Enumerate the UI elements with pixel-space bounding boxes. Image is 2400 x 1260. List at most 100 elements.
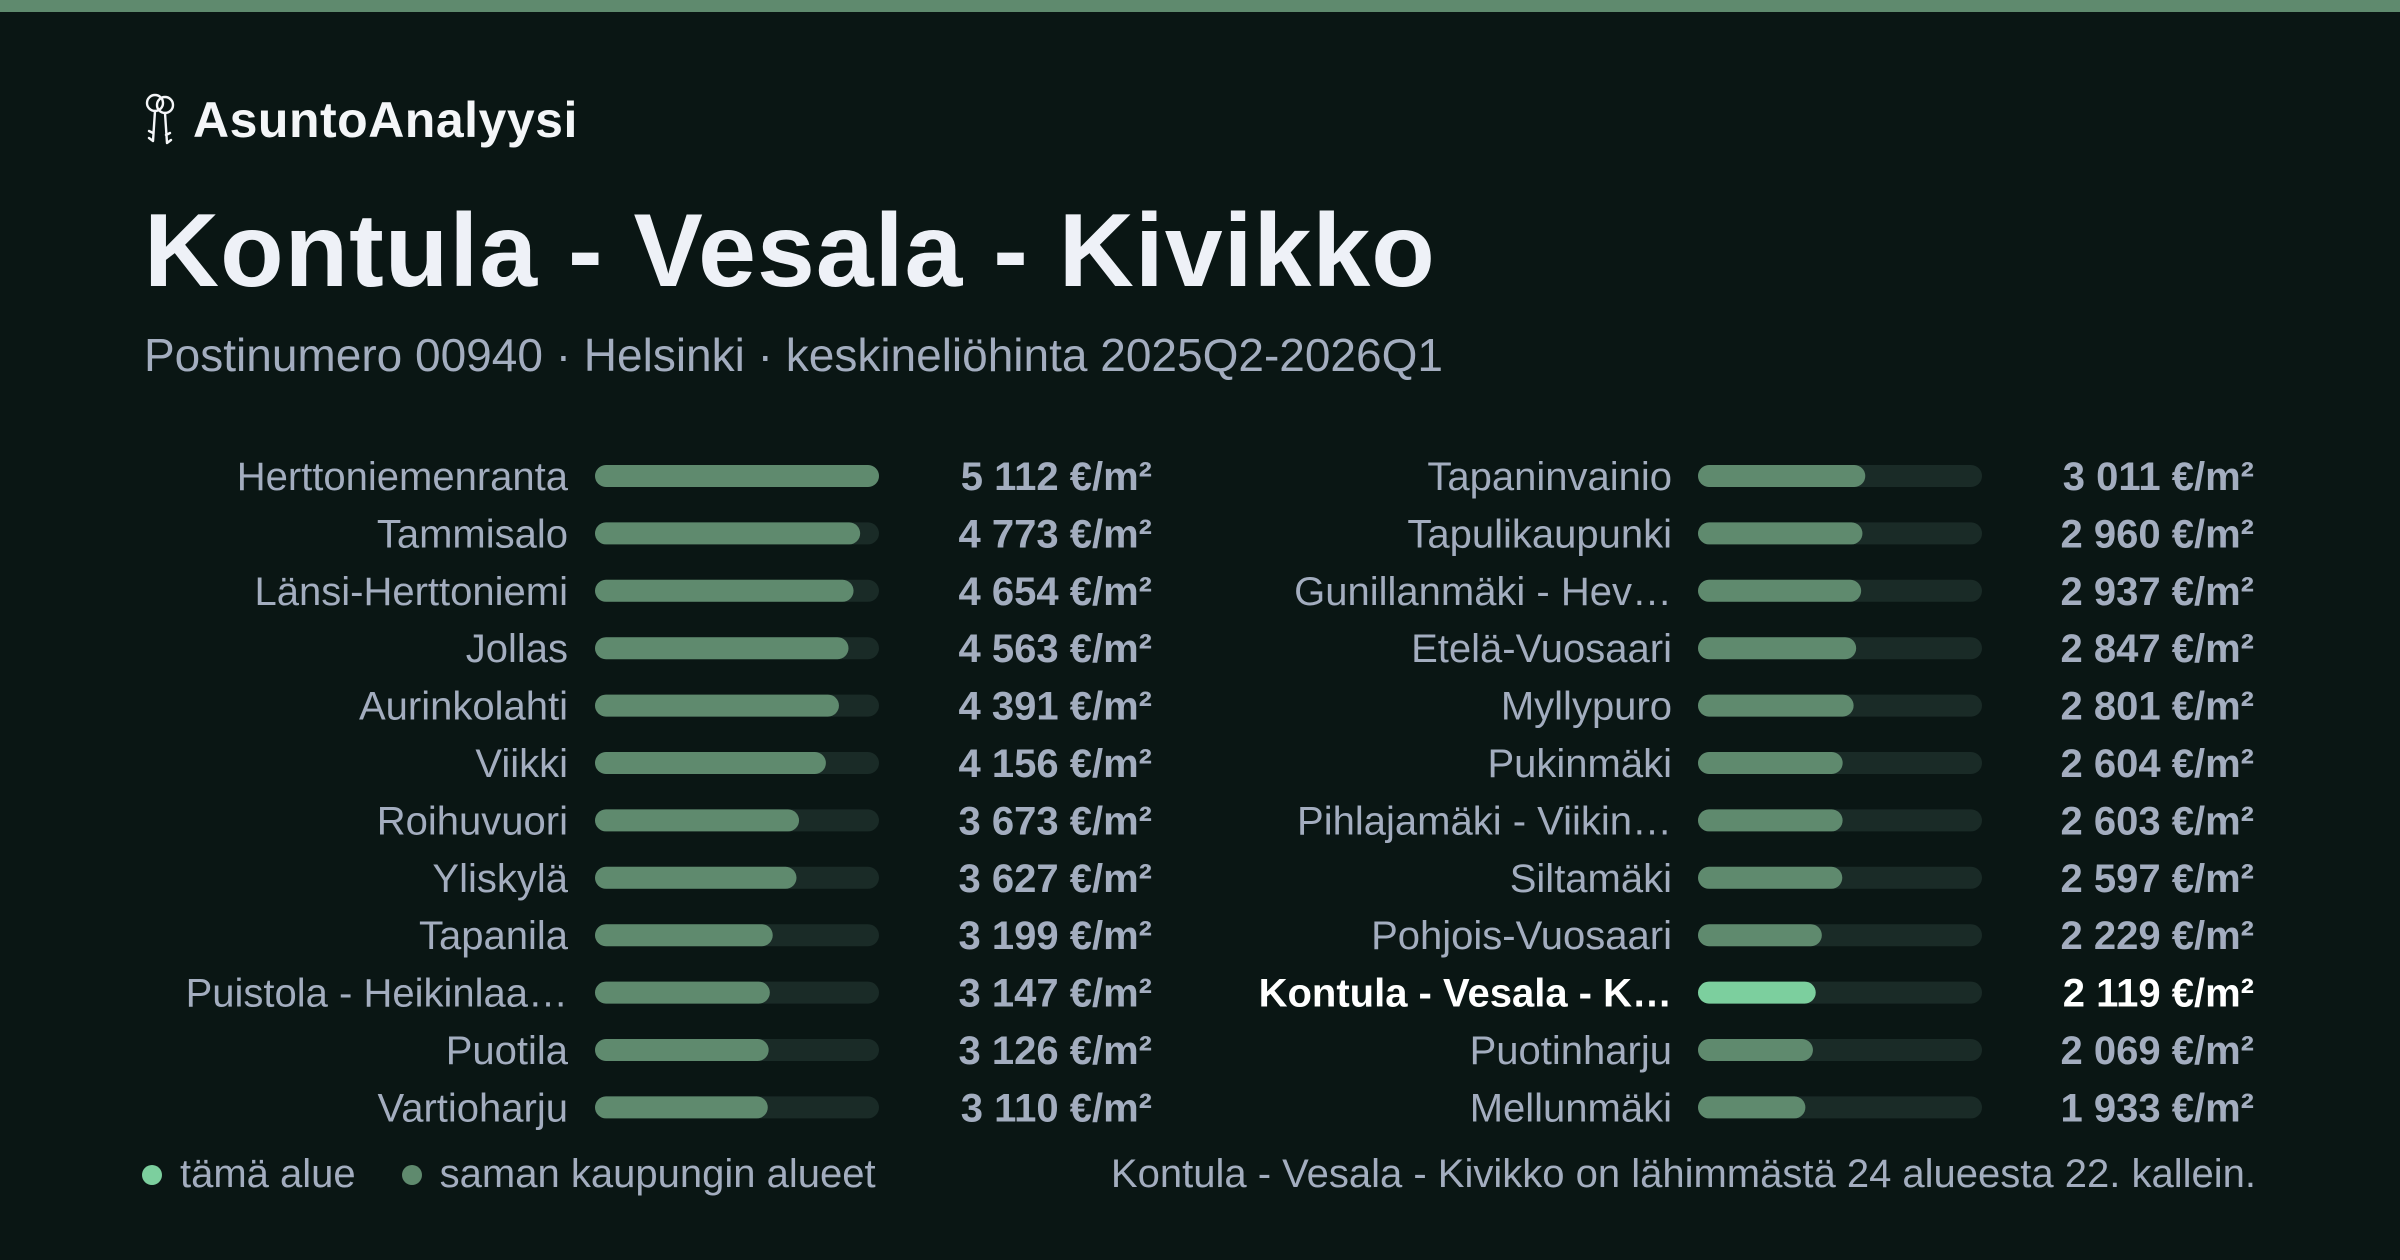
value-label: 3 147 €/m² xyxy=(959,972,1152,1016)
bar-row: Kontula - Vesala - K… 2 119 €/m² xyxy=(1259,972,2254,1016)
bar xyxy=(595,637,849,660)
keys-icon xyxy=(145,93,175,145)
bar xyxy=(1698,465,1866,487)
category-label: Viikki xyxy=(475,742,568,786)
value-label: 2 603 €/m² xyxy=(2061,799,2254,843)
legend-label-same-city: saman kaupungin alueet xyxy=(439,1152,876,1196)
bar xyxy=(1698,752,1843,774)
bar-row: Vartioharju 3 110 €/m² xyxy=(378,1086,1152,1130)
bar-row: Yliskylä 3 627 €/m² xyxy=(432,857,1152,901)
bar-row: Gunillanmäki - Hev… 2 937 €/m² xyxy=(1294,570,2254,614)
bar-row: Jollas 4 563 €/m² xyxy=(466,627,1152,671)
category-label: Kontula - Vesala - K… xyxy=(1259,972,1672,1016)
bar xyxy=(595,752,826,774)
value-label: 3 011 €/m² xyxy=(2063,455,2254,499)
category-label: Puotinharju xyxy=(1470,1029,1672,1073)
top-accent-stripe xyxy=(0,0,2400,12)
category-label: Pohjois-Vuosaari xyxy=(1371,914,1672,958)
bar xyxy=(1698,522,1863,545)
bar-row: Pihlajamäki - Viikin… 2 603 €/m² xyxy=(1297,799,2254,843)
bar-row: Herttoniemenranta 5 112 €/m² xyxy=(237,455,1152,499)
rank-note: Kontula - Vesala - Kivikko on lähimmästä… xyxy=(1110,1152,2256,1196)
category-label: Mellunmäki xyxy=(1470,1086,1672,1130)
bar-row: Aurinkolahti 4 391 €/m² xyxy=(359,685,1152,729)
bar-row: Tapanila 3 199 €/m² xyxy=(419,914,1152,958)
category-label: Herttoniemenranta xyxy=(237,455,569,499)
bar xyxy=(595,809,800,832)
bar xyxy=(1698,1096,1806,1119)
value-label: 2 229 €/m² xyxy=(2061,914,2254,958)
bar-row: Puistola - Heikinlaa… 3 147 €/m² xyxy=(186,972,1152,1016)
page-subtitle: Postinumero 00940 · Helsinki · keskineli… xyxy=(144,329,1443,381)
category-label: Siltamäki xyxy=(1510,857,1672,901)
value-label: 3 110 €/m² xyxy=(961,1086,1152,1130)
bar xyxy=(1698,924,1822,947)
value-label: 3 199 €/m² xyxy=(959,914,1152,958)
category-label: Jollas xyxy=(466,627,568,671)
value-label: 2 801 €/m² xyxy=(2061,685,2254,729)
category-label: Gunillanmäki - Hev… xyxy=(1294,570,1672,614)
category-label: Puistola - Heikinlaa… xyxy=(186,972,568,1016)
bar-row: Pohjois-Vuosaari 2 229 €/m² xyxy=(1371,914,2254,958)
category-label: Pukinmäki xyxy=(1487,742,1672,786)
legend-dot-highlight-icon xyxy=(142,1164,162,1185)
value-label: 2 937 €/m² xyxy=(2061,570,2254,614)
bar-row: Mellunmäki 1 933 €/m² xyxy=(1470,1086,2254,1130)
bar xyxy=(595,1039,769,1061)
bar xyxy=(595,866,797,889)
bar xyxy=(595,1096,768,1119)
bar-row: Tapulikaupunki 2 960 €/m² xyxy=(1407,512,2254,556)
brand: AsuntoAnalyysi xyxy=(141,88,578,152)
bar xyxy=(595,924,773,947)
category-label: Länsi-Herttoniemi xyxy=(255,570,568,614)
bar xyxy=(595,579,854,602)
legend-item-same-city: saman kaupungin alueet xyxy=(401,1152,876,1197)
legend-label-this-area: tämä alue xyxy=(180,1152,356,1196)
value-label: 3 627 €/m² xyxy=(959,857,1152,901)
bar-row: Viikki 4 156 €/m² xyxy=(475,742,1152,786)
bar-row: Myllypuro 2 801 €/m² xyxy=(1501,685,2254,729)
value-label: 5 112 €/m² xyxy=(961,455,1152,499)
value-label: 4 773 €/m² xyxy=(959,512,1152,556)
bar xyxy=(1698,809,1843,832)
bar-row: Tammisalo 4 773 €/m² xyxy=(377,512,1152,556)
value-label: 4 391 €/m² xyxy=(959,685,1152,729)
bar-row: Siltamäki 2 597 €/m² xyxy=(1510,857,2254,901)
legend-item-this-area: tämä alue xyxy=(142,1152,356,1197)
bar-row: Roihuvuori 3 673 €/m² xyxy=(377,799,1152,843)
category-label: Pihlajamäki - Viikin… xyxy=(1297,799,1672,843)
category-label: Vartioharju xyxy=(378,1086,568,1130)
value-label: 2 960 €/m² xyxy=(2061,512,2254,556)
brand-name: AsuntoAnalyysi xyxy=(193,92,578,148)
category-label: Tapaninvainio xyxy=(1427,455,1672,499)
bar-row: Puotila 3 126 €/m² xyxy=(446,1029,1152,1073)
category-label: Tammisalo xyxy=(377,512,568,556)
category-label: Roihuvuori xyxy=(377,799,568,843)
bar-row: Etelä-Vuosaari 2 847 €/m² xyxy=(1411,627,2254,671)
value-label: 4 654 €/m² xyxy=(959,570,1152,614)
value-label: 2 069 €/m² xyxy=(2061,1029,2254,1073)
bar-row: Pukinmäki 2 604 €/m² xyxy=(1487,742,2254,786)
value-label: 4 156 €/m² xyxy=(959,742,1152,786)
bar xyxy=(1698,1039,1813,1061)
bar xyxy=(1698,637,1857,660)
legend-dot-default-icon xyxy=(401,1164,422,1185)
price-bar-chart: Herttoniemenranta 5 112 €/m² Tammisalo 4 77… xyxy=(186,455,2254,1130)
value-label: 2 604 €/m² xyxy=(2061,742,2254,786)
value-label: 4 563 €/m² xyxy=(959,627,1152,671)
bar-row: Länsi-Herttoniemi 4 654 €/m² xyxy=(255,570,1152,614)
category-label: Yliskylä xyxy=(432,857,568,901)
value-label: 2 847 €/m² xyxy=(2061,627,2254,671)
category-label: Tapulikaupunki xyxy=(1407,512,1672,556)
bar xyxy=(595,694,839,717)
bar xyxy=(1698,694,1854,717)
category-label: Aurinkolahti xyxy=(359,685,568,729)
bar xyxy=(595,522,861,545)
bar-row: Tapaninvainio 3 011 €/m² xyxy=(1427,455,2254,499)
bar xyxy=(595,981,770,1004)
bar-highlight xyxy=(1698,981,1816,1004)
bar xyxy=(595,465,879,487)
category-label: Puotila xyxy=(446,1029,569,1073)
category-label: Etelä-Vuosaari xyxy=(1411,627,1672,671)
